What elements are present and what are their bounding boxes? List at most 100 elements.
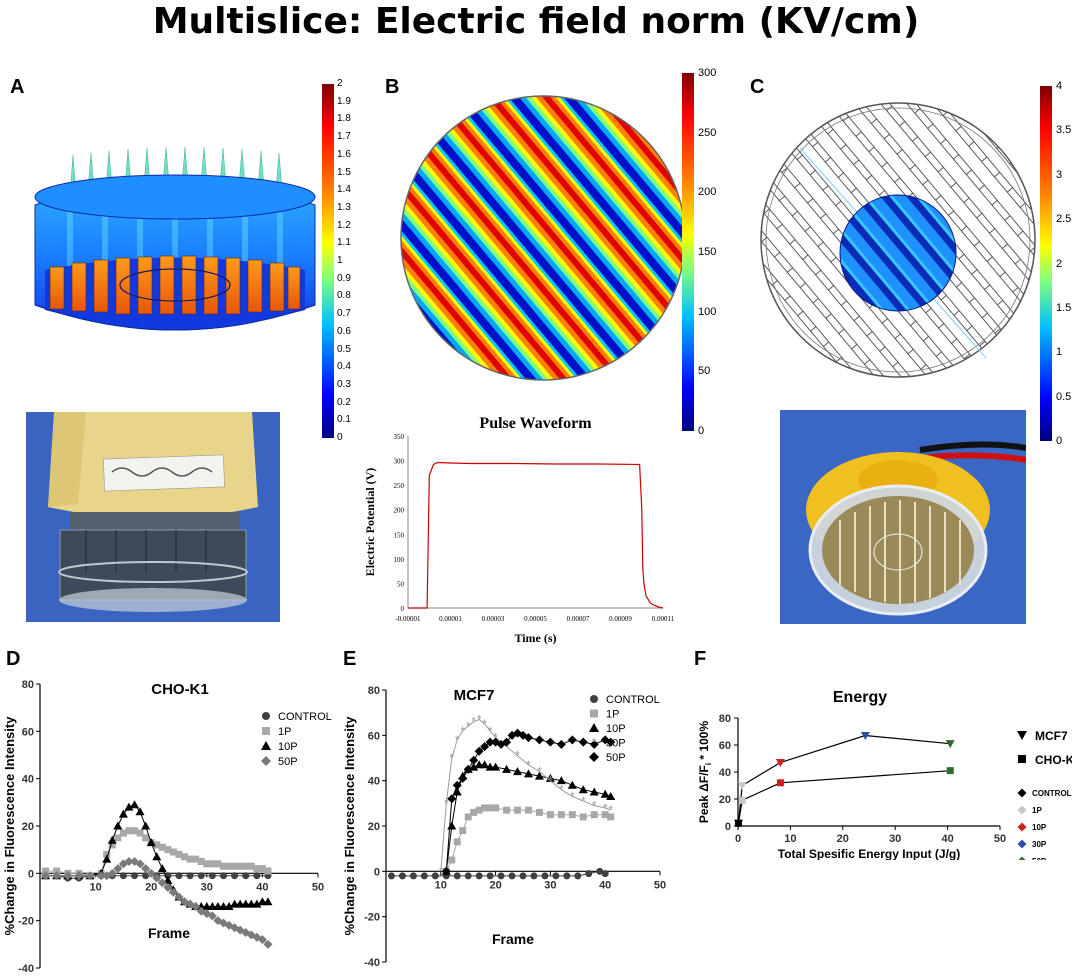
D-cho-point-control — [242, 872, 250, 880]
E-mcf7-point-10p — [578, 785, 588, 794]
E-mcf7-point-1p — [579, 813, 587, 821]
D-cho-point-50p — [174, 892, 184, 902]
energy-y-tick: 60 — [719, 740, 731, 752]
D-cho-point-50p — [96, 871, 106, 881]
D-cho-x-tick: 20 — [145, 881, 157, 893]
D-cho-point-10p — [141, 821, 151, 830]
D-cho-point-1p — [153, 841, 161, 849]
D-cho-point-50p — [224, 920, 234, 930]
E-mcf7-point-control — [541, 872, 549, 880]
E-mcf7-x-tick: 10 — [435, 879, 447, 891]
D-cho-point-1p — [197, 858, 205, 865]
energy-x-label: Total Spesific Energy Input (J/g) — [778, 847, 960, 860]
D-cho-point-50p — [196, 906, 206, 916]
electrode-field-3d-render — [34, 146, 316, 331]
D-cho-legend-label: CONTROL — [278, 711, 332, 723]
E-mcf7-point-10p — [589, 787, 599, 796]
pulse-y-tick: 200 — [394, 507, 405, 515]
pulse-x-tick: 0.00003 — [482, 615, 505, 623]
E-mcf7-point-1p — [459, 827, 467, 835]
colorbar-a-tick: 0.7 — [337, 308, 351, 320]
D-cho-y-label: %Change in Fluorescence Intensity — [2, 716, 17, 936]
E-mcf7-x-tick: 30 — [544, 879, 556, 891]
energy-group-label: 1P — [1032, 806, 1042, 815]
D-cho-point-control — [131, 872, 139, 880]
D-cho-point-50p — [52, 871, 62, 881]
D-cho-point-10p — [113, 821, 123, 830]
E-mcf7-point-50p — [441, 866, 451, 876]
energy-y-tick: 80 — [719, 713, 731, 725]
colorbar-a-tick: 1.3 — [337, 201, 351, 213]
E-mcf7-legend-label: 50P — [606, 752, 626, 764]
colorbar-c-tick: 3 — [1056, 168, 1063, 181]
E-mcf7-point-control — [497, 872, 505, 880]
E-mcf7-point-30p: * — [608, 803, 613, 817]
D-cho-point-1p — [264, 867, 272, 875]
D-cho-legend-label: 10P — [278, 741, 298, 753]
E-mcf7-legend-marker: * — [592, 736, 597, 750]
E-mcf7-point-50p — [485, 737, 495, 747]
colorbar-a-tick: 0 — [337, 432, 343, 443]
energy-point-mcf7 — [945, 740, 955, 749]
E-mcf7-point-30p: * — [548, 774, 553, 788]
energy-y-tick: 20 — [719, 794, 731, 806]
D-cho-point-1p — [103, 850, 111, 858]
E-mcf7-point-50p — [545, 737, 555, 747]
E-mcf7-legend-marker — [589, 752, 599, 762]
colorbar-a-tick: 0.1 — [337, 414, 351, 426]
E-mcf7-point-50p — [480, 742, 490, 752]
D-cho-point-10p — [157, 864, 167, 873]
energy-x-tick: 50 — [994, 833, 1006, 845]
E-mcf7-point-10p — [556, 776, 566, 785]
colorbar-a-tick: 1.7 — [337, 131, 351, 143]
E-mcf7-point-30p: * — [592, 799, 597, 813]
energy-x-tick: 10 — [784, 833, 796, 845]
E-mcf7-legend-label: 1P — [606, 709, 619, 721]
colorbar-c-tick: 0.5 — [1056, 390, 1072, 403]
colorbar-c-tick: 2.5 — [1056, 213, 1072, 225]
D-cho-point-1p — [42, 867, 50, 875]
E-mcf7-point-1p — [492, 804, 500, 812]
D-cho-point-50p — [146, 868, 156, 878]
E-mcf7-point-10p — [600, 789, 610, 798]
energy-legend-marker — [1018, 755, 1026, 763]
E-mcf7-y-label: %Change in Fluorescence Intensity — [342, 716, 357, 936]
E-mcf7-legend-marker — [589, 723, 599, 732]
E-mcf7-point-50p — [534, 735, 544, 745]
device-photo-c — [780, 410, 1026, 624]
energy-group-marker — [1017, 822, 1027, 832]
energy-group-marker — [1017, 839, 1027, 849]
colorbar-a-tick: 0.9 — [337, 272, 351, 284]
pulse-y-tick: 300 — [394, 458, 405, 466]
E-mcf7-point-30p: * — [477, 712, 482, 726]
E-mcf7-point-50p — [507, 730, 517, 740]
E-mcf7-point-50p — [458, 773, 468, 783]
E-mcf7-point-30p: * — [603, 801, 608, 815]
pulse-y-tick: 150 — [394, 531, 405, 539]
E-mcf7-legend-marker — [590, 695, 598, 703]
E-mcf7-point-control — [552, 872, 560, 880]
E-mcf7-point-10p — [480, 760, 490, 769]
colorbar-a-tick: 0.6 — [337, 325, 351, 337]
colorbar-c-tick: 3.5 — [1056, 124, 1072, 137]
colorbar-b-ticks: 300 250 200 150 100 50 0 — [698, 67, 734, 437]
colorbar-a-tick: 1.1 — [337, 237, 351, 249]
D-cho-point-1p — [131, 827, 139, 835]
energy-point-cho-k1 — [738, 796, 746, 804]
E-mcf7-point-30p: * — [504, 740, 509, 754]
D-cho-x-label: Frame — [148, 925, 190, 941]
E-mcf7-point-30p: * — [455, 733, 460, 747]
pulse-x-tick: -0.00001 — [395, 615, 421, 623]
D-cho-point-10p — [118, 809, 128, 818]
E-mcf7-legend-marker — [590, 709, 598, 718]
D-cho-point-50p — [168, 887, 178, 897]
panel-label-f: F — [694, 648, 707, 670]
D-cho-point-1p — [192, 855, 200, 863]
E-mcf7-point-control — [453, 872, 461, 880]
pulse-x-tick: 0.00005 — [524, 615, 547, 623]
D-cho-y-tick: -40 — [18, 963, 34, 975]
D-cho-point-1p — [203, 860, 211, 868]
colorbar-b-tick: 300 — [698, 67, 717, 79]
E-mcf7-point-10p — [545, 773, 555, 782]
E-mcf7-point-1p — [568, 811, 576, 819]
